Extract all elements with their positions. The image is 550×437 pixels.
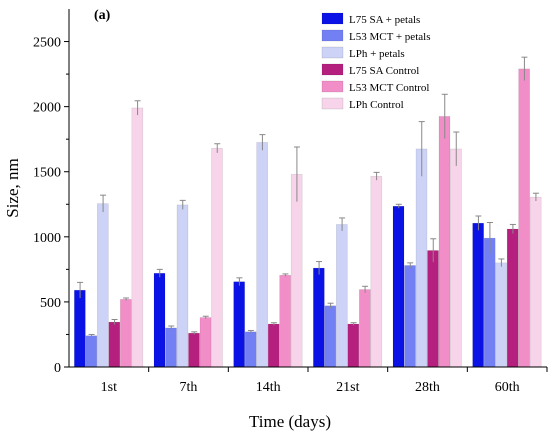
bar: [404, 265, 416, 368]
legend-swatch: [321, 80, 344, 93]
bar: [483, 237, 496, 368]
legend-swatch: [321, 12, 344, 25]
x-tick-label: 14th: [256, 380, 281, 395]
bar: [233, 281, 245, 368]
legend-label: L75 SA + petals: [349, 14, 420, 26]
y-tick-label: 500: [40, 296, 61, 311]
bar: [97, 203, 109, 368]
bar: [392, 205, 405, 368]
bar: [108, 321, 121, 368]
bar: [244, 331, 257, 368]
legend-swatch: [321, 63, 344, 76]
bar: [267, 323, 280, 368]
bar: [472, 222, 484, 368]
legend-swatch: [321, 46, 344, 59]
legend: L75 SA + petals L53 MCT + petals LPh + pet…: [321, 12, 430, 111]
bar: [415, 148, 428, 368]
y-tick-label: 2500: [33, 36, 61, 51]
bar: [324, 305, 337, 368]
bar: [427, 250, 439, 368]
axes-group: 0 500 1000 1500 2000 2500 1st 7th 14th 21st 28th 60…: [33, 9, 548, 395]
x-axis-title: Time (days): [249, 412, 331, 431]
error-bars-group: [77, 56, 539, 338]
y-tick-label: 1000: [33, 231, 61, 246]
bar: [131, 107, 144, 368]
bar: [188, 332, 200, 368]
x-tick-label: 7th: [180, 380, 198, 395]
y-tick-label: 2000: [33, 101, 61, 116]
bar: [495, 262, 507, 368]
bar: [211, 148, 223, 368]
bar: [313, 267, 325, 368]
legend-swatch: [321, 29, 344, 42]
bar: [85, 335, 98, 368]
bar: [438, 116, 451, 368]
bar: [256, 142, 268, 368]
x-tick-label: 21st: [336, 380, 359, 395]
legend-label: L53 MCT + petals: [349, 31, 430, 43]
bar: [370, 176, 383, 368]
bar: [506, 228, 519, 368]
x-tick-label: 1st: [101, 380, 117, 395]
y-axis-title: Size, nm: [3, 158, 22, 218]
bars-group: [74, 68, 542, 368]
legend-label: L75 SA Control: [349, 65, 419, 77]
bar: [450, 148, 462, 368]
bar: [74, 289, 86, 368]
y-tick-label: 1500: [33, 166, 61, 181]
x-tick-label: 28th: [415, 380, 440, 395]
x-tick-label: 60th: [495, 380, 520, 395]
bar: [199, 317, 212, 368]
bar: [290, 174, 303, 368]
bar: [176, 204, 189, 368]
legend-label: LPh + petals: [349, 48, 405, 60]
bar: [279, 274, 291, 368]
bar: [165, 327, 177, 368]
bar: [529, 196, 542, 368]
bar: [347, 323, 360, 368]
bar: [153, 273, 166, 368]
legend-label: LPh Control: [349, 99, 404, 111]
legend-label: L53 MCT Control: [349, 82, 429, 94]
bar: [120, 299, 132, 368]
bar: [359, 289, 371, 368]
panel-label: (a): [94, 8, 111, 23]
y-tick-label: 0: [54, 361, 61, 376]
bar: [336, 224, 348, 368]
legend-swatch: [321, 97, 344, 110]
bar: [518, 68, 530, 368]
